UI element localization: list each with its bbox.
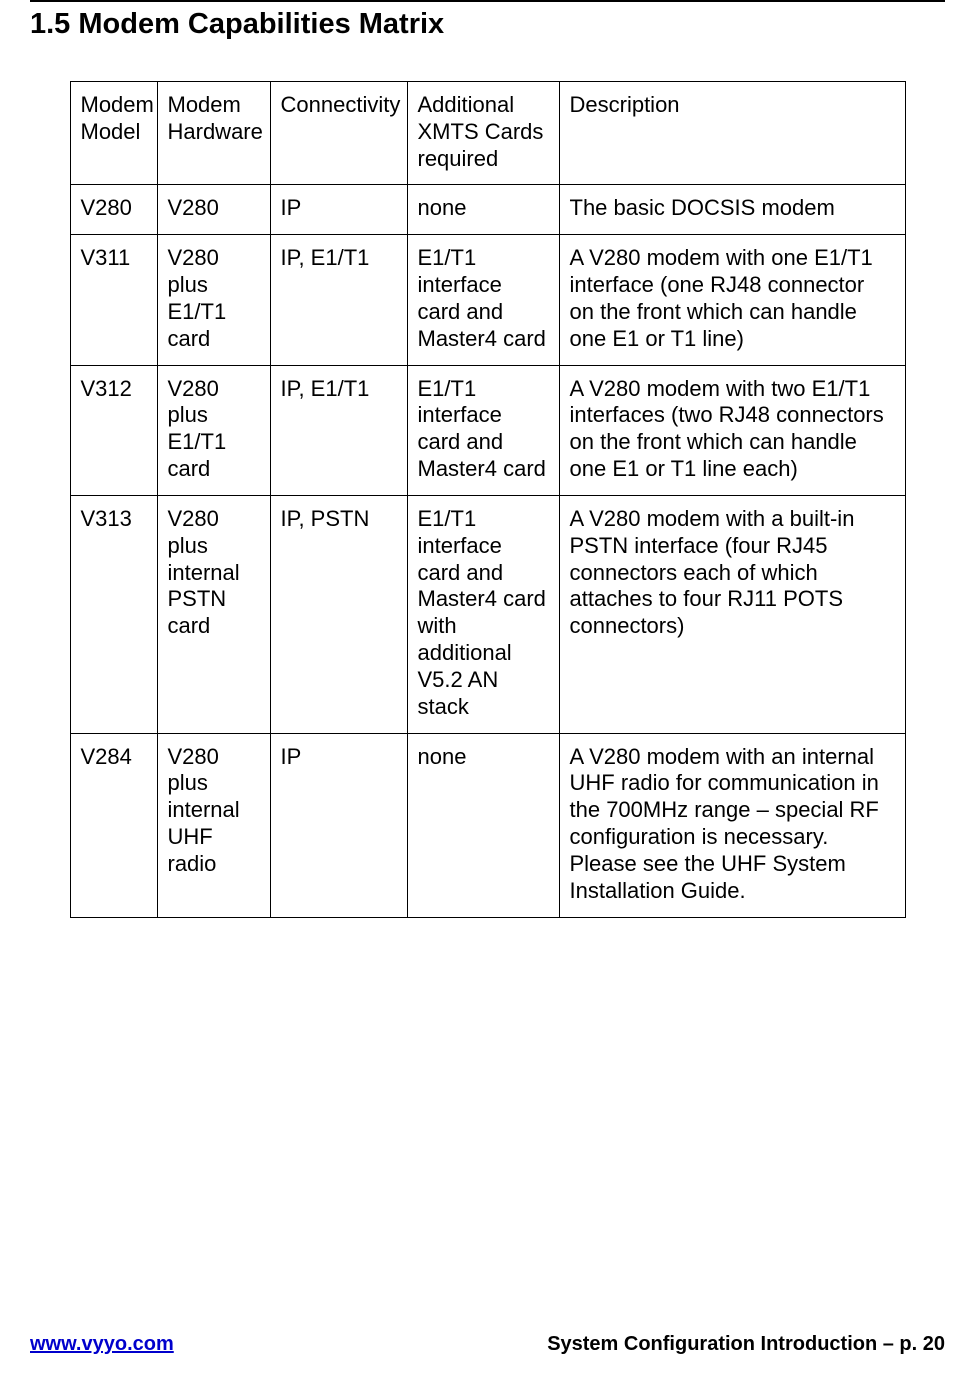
footer-page-label: System Configuration Introduction – p. 2…	[547, 1333, 945, 1356]
cell-hardware: V280 plus E1/T1 card	[157, 365, 270, 495]
cell-description: A V280 modem with two E1/T1 interfaces (…	[559, 365, 905, 495]
cell-hardware: V280 plus internal PSTN card	[157, 495, 270, 733]
table-body: Modem Model Modem Hardware Connectivity …	[70, 82, 905, 918]
cell-hardware: V280	[157, 185, 270, 235]
cell-addl-cards: E1/T1 interface card and Master4 card wi…	[407, 495, 559, 733]
table-row: V311 V280 plus E1/T1 card IP, E1/T1 E1/T…	[70, 235, 905, 365]
cell-connectivity: IP, E1/T1	[270, 365, 407, 495]
cell-addl-cards: E1/T1 interface card and Master4 card	[407, 365, 559, 495]
cell-connectivity: IP, PSTN	[270, 495, 407, 733]
col-header-addl-cards: Additional XMTS Cards required	[407, 82, 559, 185]
cell-description: A V280 modem with a built-in PSTN interf…	[559, 495, 905, 733]
cell-addl-cards: none	[407, 185, 559, 235]
footer-link[interactable]: www.vyyo.com	[30, 1333, 174, 1356]
col-header-model: Modem Model	[70, 82, 157, 185]
cell-description: A V280 modem with one E1/T1 interface (o…	[559, 235, 905, 365]
col-header-hardware: Modem Hardware	[157, 82, 270, 185]
page-footer: www.vyyo.com System Configuration Introd…	[30, 1333, 945, 1356]
table-row: V312 V280 plus E1/T1 card IP, E1/T1 E1/T…	[70, 365, 905, 495]
col-header-connectivity: Connectivity	[270, 82, 407, 185]
section-heading: 1.5 Modem Capabilities Matrix	[30, 8, 945, 41]
cell-addl-cards: none	[407, 733, 559, 917]
cell-description: The basic DOCSIS modem	[559, 185, 905, 235]
cell-addl-cards: E1/T1 interface card and Master4 card	[407, 235, 559, 365]
cell-model: V311	[70, 235, 157, 365]
cell-connectivity: IP, E1/T1	[270, 235, 407, 365]
table-header-row: Modem Model Modem Hardware Connectivity …	[70, 82, 905, 185]
cell-hardware: V280 plus E1/T1 card	[157, 235, 270, 365]
cell-description: A V280 modem with an internal UHF radio …	[559, 733, 905, 917]
cell-hardware: V280 plus internal UHF radio	[157, 733, 270, 917]
cell-model: V284	[70, 733, 157, 917]
table-row: V313 V280 plus internal PSTN card IP, PS…	[70, 495, 905, 733]
cell-model: V280	[70, 185, 157, 235]
table-row: V284 V280 plus internal UHF radio IP non…	[70, 733, 905, 917]
modem-capabilities-table: Modem Model Modem Hardware Connectivity …	[70, 81, 906, 918]
cell-model: V313	[70, 495, 157, 733]
col-header-description: Description	[559, 82, 905, 185]
table-row: V280 V280 IP none The basic DOCSIS modem	[70, 185, 905, 235]
cell-connectivity: IP	[270, 733, 407, 917]
cell-model: V312	[70, 365, 157, 495]
cell-connectivity: IP	[270, 185, 407, 235]
document-page: 1.5 Modem Capabilities Matrix Modem Mode…	[0, 0, 975, 1374]
top-rule	[30, 0, 945, 2]
